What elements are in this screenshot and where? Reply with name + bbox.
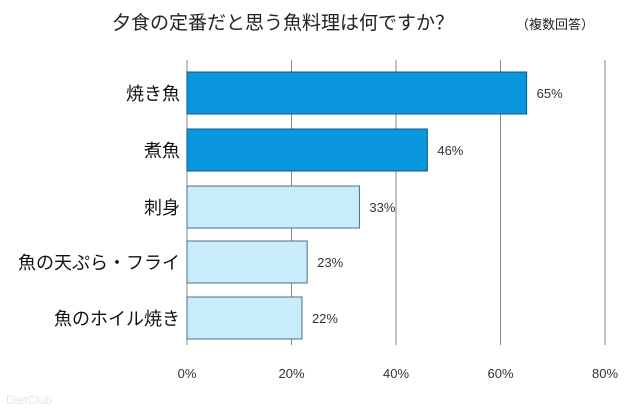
value-label-0: 65% — [537, 86, 563, 101]
x-tick-label-4: 80% — [592, 366, 618, 381]
bar-2 — [186, 185, 360, 229]
category-label-3: 魚の天ぷら・フライ — [18, 253, 180, 274]
bar-3 — [186, 240, 308, 284]
category-label-0: 焼き魚 — [126, 84, 180, 105]
value-label-3: 23% — [317, 255, 343, 270]
value-label-4: 22% — [312, 311, 338, 326]
category-label-4: 魚のホイル焼き — [54, 309, 180, 330]
bar-1 — [186, 128, 428, 172]
watermark: DietClub — [6, 393, 52, 407]
chart-title: 夕食の定番だと思う魚料理は何ですか？ — [112, 12, 454, 34]
bar-0 — [186, 71, 528, 115]
x-tick-label-3: 60% — [487, 366, 513, 381]
value-label-2: 33% — [369, 200, 395, 215]
category-label-1: 煮魚 — [144, 141, 180, 162]
bars — [186, 71, 528, 340]
x-tick-label-0: 0% — [178, 366, 197, 381]
x-tick-label-2: 40% — [383, 366, 409, 381]
category-label-2: 刺身 — [144, 198, 180, 219]
x-tick-label-1: 20% — [278, 366, 304, 381]
x-axis-tick-labels: 0% 20% 40% 60% 80% — [178, 366, 619, 381]
value-label-1: 46% — [437, 143, 463, 158]
chart-subtitle: （複数回答） — [516, 17, 594, 33]
value-labels: 65% 46% 33% 23% 22% — [312, 86, 563, 326]
bar-4 — [186, 296, 303, 340]
